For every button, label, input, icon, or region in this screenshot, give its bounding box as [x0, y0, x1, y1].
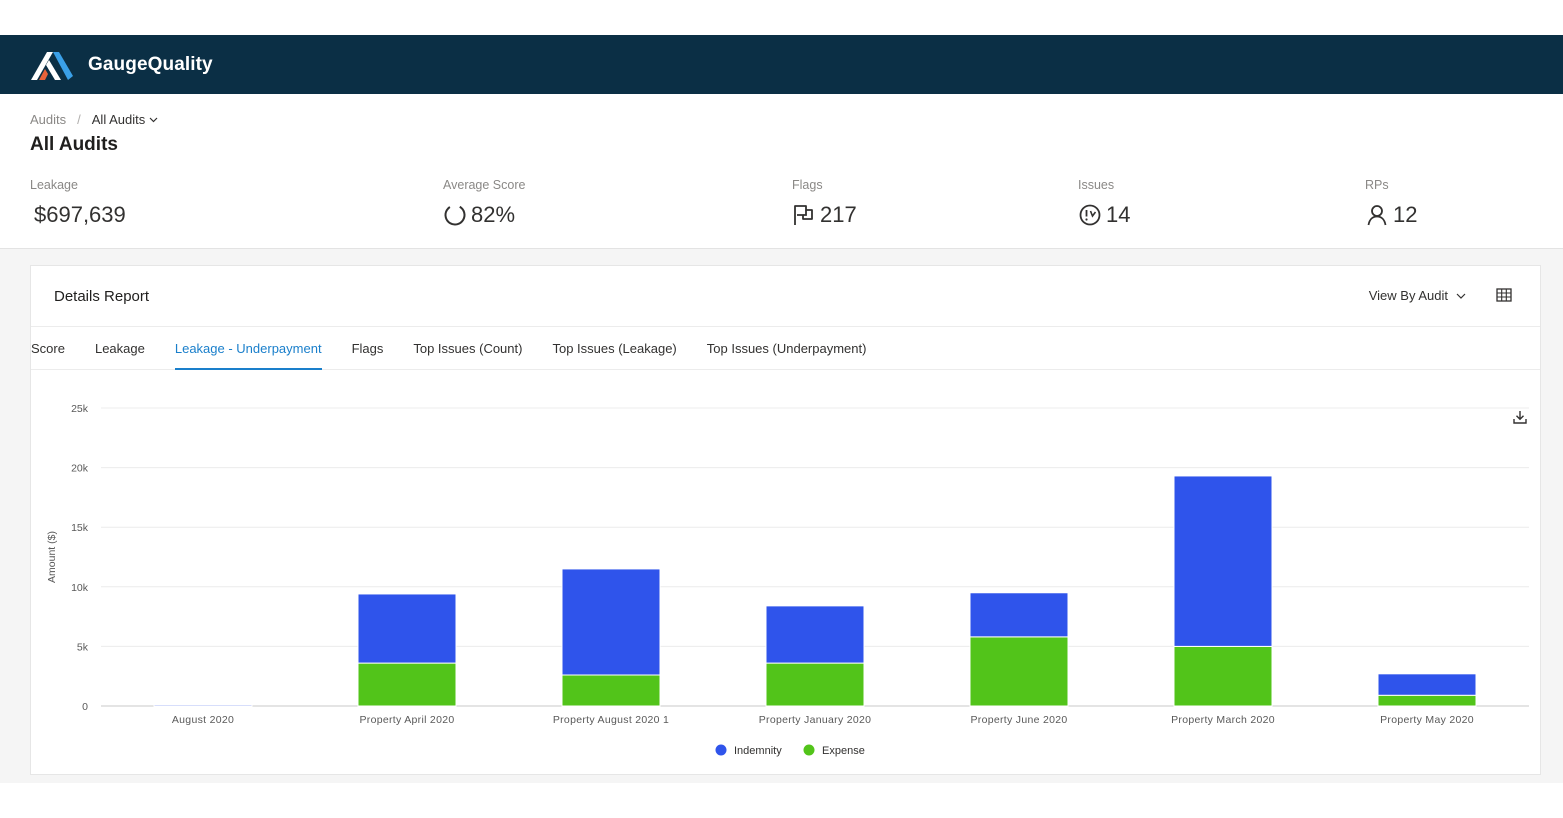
person-icon — [1367, 205, 1387, 226]
x-tick-label: Property May 2020 — [1380, 714, 1474, 726]
y-tick-label: 25k — [71, 403, 89, 415]
bar-indemnity — [1173, 475, 1273, 647]
bar-expense — [561, 674, 661, 707]
x-tick-label: Property August 2020 1 — [553, 714, 669, 726]
breadcrumb-separator: / — [77, 112, 81, 127]
view-by-dropdown[interactable]: View By Audit — [1369, 288, 1466, 303]
tab-score[interactable]: Score — [31, 340, 65, 356]
stat-value: 217 — [820, 202, 857, 227]
download-icon — [1513, 411, 1527, 424]
stat-flags: Flags 217 — [792, 178, 857, 228]
breadcrumb-audits-link[interactable]: Audits — [30, 112, 67, 127]
x-tick-label: Property June 2020 — [970, 714, 1067, 726]
stat-value: $697,639 — [34, 202, 126, 227]
stat-label: RPs — [1365, 178, 1389, 192]
stat-average-score: Average Score 82% — [443, 178, 525, 228]
stacked-bar-chart: 0 5k 10k 15k 20k 25k Amount ($) August 2020 Prop… — [46, 403, 1529, 757]
x-tick-label: Property January 2020 — [759, 714, 872, 726]
y-tick-label: 5k — [77, 641, 89, 653]
breadcrumb-all-audits-dropdown[interactable]: All Audits — [92, 112, 158, 127]
bar-indemnity — [561, 568, 661, 676]
content-area: Details Report View By Audit Score Leaka… — [0, 249, 1563, 783]
bar-indemnity — [153, 704, 253, 707]
stat-value: 14 — [1106, 202, 1131, 227]
stat-leakage: Leakage $697,639 — [30, 178, 126, 228]
page-title: All Audits — [30, 134, 118, 155]
y-tick-label: 20k — [71, 463, 89, 475]
stat-value: 12 — [1393, 202, 1418, 227]
gaugequality-logo-icon[interactable] — [28, 48, 74, 82]
bar-expense — [1377, 694, 1477, 707]
legend-swatch — [803, 744, 815, 756]
legend-swatch — [715, 744, 727, 756]
bar-indemnity — [1377, 673, 1477, 696]
chevron-down-icon — [1456, 293, 1466, 299]
tab-leakage[interactable]: Leakage — [94, 340, 145, 356]
y-axis-label: Amount ($) — [46, 531, 58, 583]
x-tick-label: Property April 2020 — [359, 714, 454, 726]
stat-rps: RPs 12 — [1365, 178, 1417, 228]
y-tick-label: 15k — [71, 522, 89, 534]
tab-top-issues-count[interactable]: Top Issues (Count) — [413, 340, 523, 356]
report-tabs: Score Leakage Leakage - Underpayment Fla… — [31, 327, 1540, 370]
tab-top-issues-leakage[interactable]: Top Issues (Leakage) — [552, 340, 677, 356]
progress-ring-icon — [444, 204, 466, 226]
y-tick-label: 0 — [82, 701, 88, 713]
tab-leakage-underpayment[interactable]: Leakage - Underpayment — [174, 327, 322, 370]
tab-flags[interactable]: Flags — [351, 340, 384, 356]
legend-label: Indemnity — [734, 745, 782, 757]
card-title: Details Report — [54, 287, 150, 305]
app-name[interactable]: GaugeQuality — [88, 53, 213, 75]
bar-expense — [357, 662, 457, 707]
x-tick-label: August 2020 — [172, 714, 234, 726]
page-header: Audits / All Audits All Audits Leakage $… — [0, 94, 1563, 249]
stat-issues: Issues 14 — [1078, 178, 1130, 228]
chevron-down-icon — [149, 117, 158, 122]
stat-label: Flags — [792, 178, 823, 192]
clock-alert-icon — [1079, 204, 1101, 226]
stat-label: Leakage — [30, 178, 78, 192]
bar-indemnity — [969, 592, 1069, 638]
stat-label: Issues — [1078, 178, 1115, 192]
bar-expense — [765, 662, 865, 707]
view-by-label: View By Audit — [1368, 288, 1448, 303]
table-view-button[interactable] — [1496, 288, 1512, 307]
stat-value: 82% — [471, 202, 516, 227]
bar-expense — [1173, 645, 1273, 707]
legend-label: Expense — [822, 745, 865, 757]
tab-top-issues-underpayment[interactable]: Top Issues (Underpayment) — [706, 340, 867, 356]
bar-indemnity — [357, 593, 457, 664]
breadcrumb-current-label: All Audits — [91, 112, 146, 127]
flag-icon — [794, 205, 813, 225]
download-button[interactable] — [1513, 410, 1527, 429]
chart-container: 0 5k 10k 15k 20k 25k Amount ($) August 2020 Prop… — [31, 370, 1539, 775]
y-tick-label: 10k — [71, 582, 89, 594]
table-grid-icon — [1496, 288, 1512, 302]
stat-label: Average Score — [443, 178, 526, 192]
breadcrumb: Audits / All Audits — [30, 112, 158, 127]
bar-expense — [969, 636, 1069, 707]
details-report-card: Details Report View By Audit Score Leaka… — [30, 265, 1541, 775]
bar-indemnity — [765, 605, 865, 664]
top-navbar: GaugeQuality — [0, 35, 1563, 94]
x-tick-label: Property March 2020 — [1171, 714, 1275, 726]
